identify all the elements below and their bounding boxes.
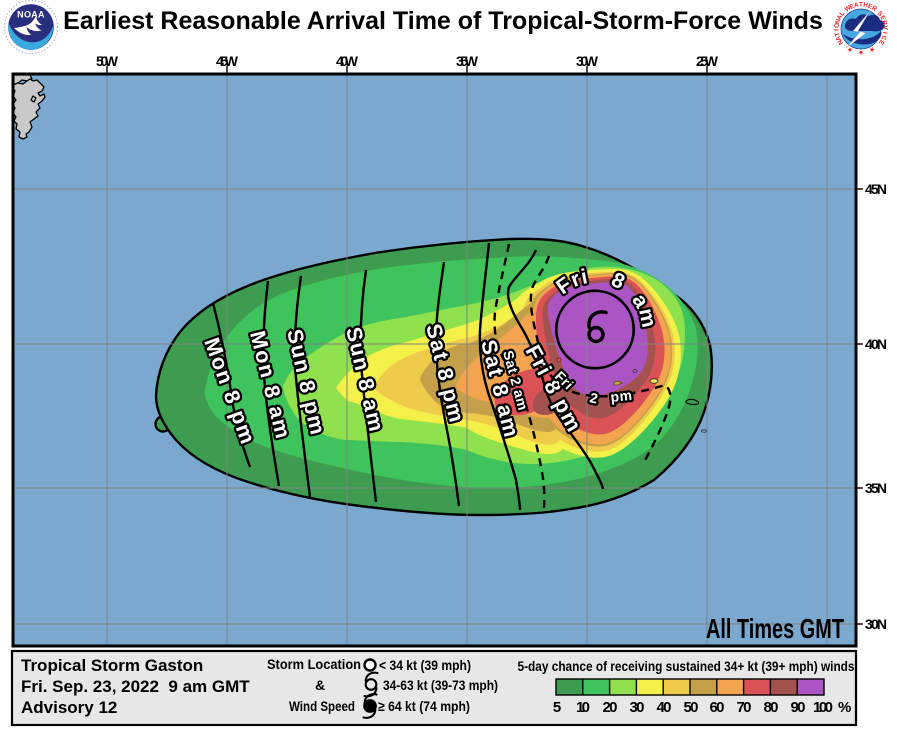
svg-text:L: L bbox=[838, 10, 846, 18]
svg-text:I: I bbox=[833, 29, 840, 31]
svg-text:C: C bbox=[879, 34, 887, 41]
svg-text:N: N bbox=[836, 38, 845, 46]
svg-text:30W: 30W bbox=[576, 53, 599, 69]
svg-text:50W: 50W bbox=[96, 53, 119, 69]
svg-text:25W: 25W bbox=[696, 53, 719, 69]
svg-text:A: A bbox=[835, 34, 843, 41]
svg-text:%: % bbox=[838, 699, 851, 716]
svg-text:40: 40 bbox=[657, 699, 672, 716]
svg-text:35N: 35N bbox=[865, 480, 887, 496]
svg-text:34-63 kt (39-73 mph): 34-63 kt (39-73 mph) bbox=[383, 677, 498, 693]
svg-text:S: S bbox=[876, 10, 885, 18]
svg-text:NOAA: NOAA bbox=[17, 10, 45, 20]
svg-text:&: & bbox=[315, 677, 325, 693]
svg-text:5-day chance of receiving sust: 5-day chance of receiving sustained 34+ … bbox=[518, 658, 855, 674]
svg-text:A: A bbox=[836, 13, 845, 21]
svg-text:45W: 45W bbox=[216, 53, 239, 69]
svg-text:< 34 kt (39 mph): < 34 kt (39 mph) bbox=[379, 657, 471, 673]
svg-text:★: ★ bbox=[867, 45, 876, 54]
svg-text:10: 10 bbox=[576, 699, 590, 716]
svg-text:100: 100 bbox=[813, 699, 833, 716]
svg-text:N: N bbox=[834, 18, 842, 25]
svg-text:40W: 40W bbox=[336, 53, 359, 69]
svg-text:30: 30 bbox=[630, 699, 645, 716]
svg-text:45N: 45N bbox=[865, 181, 887, 197]
svg-text:★: ★ bbox=[858, 49, 864, 56]
svg-text:Tropical Storm Gaston: Tropical Storm Gaston bbox=[21, 656, 203, 675]
svg-text:E: E bbox=[878, 15, 887, 23]
svg-text:30N: 30N bbox=[865, 616, 887, 632]
svg-text:T: T bbox=[834, 31, 842, 36]
svg-text:Earliest Reasonable Arrival Ti: Earliest Reasonable Arrival Time of Trop… bbox=[63, 7, 823, 35]
svg-text:Advisory 12: Advisory 12 bbox=[21, 698, 117, 717]
svg-text:50: 50 bbox=[684, 699, 699, 716]
svg-text:90: 90 bbox=[791, 699, 806, 716]
svg-text:Fri. Sep. 23, 2022 9 am GMT: Fri. Sep. 23, 2022 9 am GMT bbox=[21, 677, 250, 696]
svg-text:40N: 40N bbox=[865, 336, 887, 352]
svg-text:E: E bbox=[877, 38, 886, 46]
svg-text:E: E bbox=[849, 2, 856, 10]
svg-text:70: 70 bbox=[737, 699, 752, 716]
svg-text:A: A bbox=[853, 1, 859, 9]
svg-text:All Times GMT: All Times GMT bbox=[706, 613, 844, 644]
svg-text:5: 5 bbox=[553, 699, 561, 716]
svg-text:T: T bbox=[859, 2, 863, 9]
svg-text:E: E bbox=[867, 3, 874, 11]
svg-text:H: H bbox=[863, 2, 869, 10]
svg-text:pm: pm bbox=[610, 387, 634, 405]
svg-text:60: 60 bbox=[710, 699, 725, 716]
svg-text:35W: 35W bbox=[456, 53, 479, 69]
svg-text:I: I bbox=[881, 31, 888, 34]
svg-text:Wind Speed: Wind Speed bbox=[289, 698, 355, 714]
svg-text:20: 20 bbox=[603, 699, 618, 716]
svg-text:80: 80 bbox=[764, 699, 779, 716]
svg-text:W: W bbox=[843, 4, 853, 14]
svg-text:R: R bbox=[880, 20, 888, 27]
svg-text:V: V bbox=[881, 25, 888, 30]
svg-text:O: O bbox=[833, 23, 841, 29]
svg-text:≥ 64 kt (74 mph): ≥ 64 kt (74 mph) bbox=[378, 698, 470, 714]
svg-text:★: ★ bbox=[846, 45, 855, 54]
svg-text:R: R bbox=[870, 5, 878, 14]
svg-text:Storm Location: Storm Location bbox=[267, 656, 361, 672]
